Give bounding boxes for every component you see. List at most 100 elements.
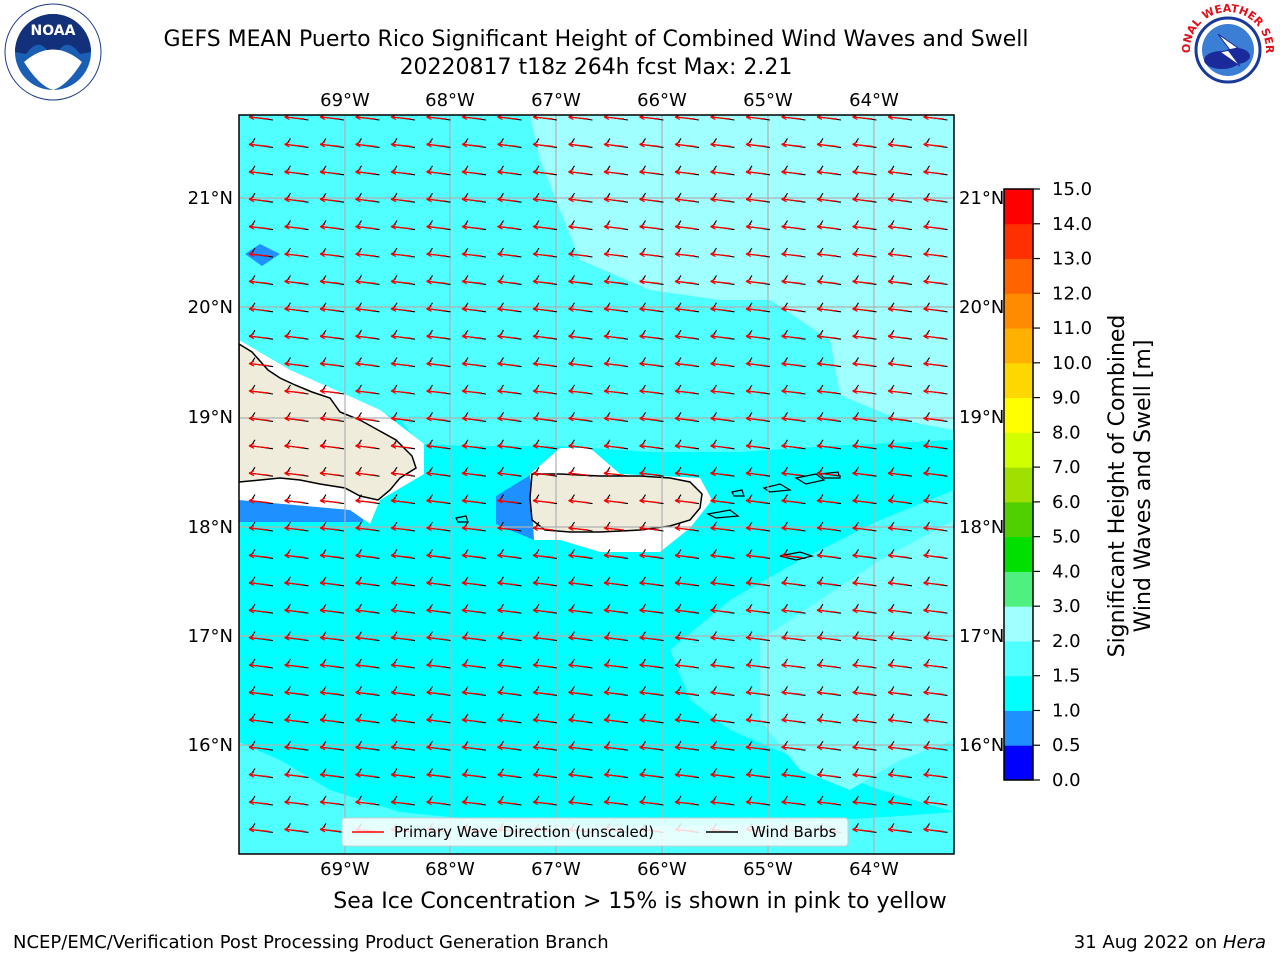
- wave-direction-arrow: [284, 744, 305, 751]
- wave-direction-arrow: [887, 470, 909, 477]
- wave-direction-arrow: [284, 360, 305, 367]
- wave-direction-arrow: [284, 634, 305, 641]
- wave-direction-arrow: [497, 305, 518, 312]
- wave-direction-arrow: [923, 826, 944, 833]
- wave-direction-arrow: [710, 223, 731, 230]
- wave-direction-arrow: [355, 278, 376, 285]
- wave-direction-arrow: [390, 552, 412, 559]
- wave-direction-arrow: [284, 798, 305, 806]
- lon-label: 69°W: [320, 90, 370, 111]
- wave-direction-arrow: [887, 305, 909, 312]
- wave-direction-arrow: [497, 250, 518, 258]
- wave-direction-arrow: [319, 168, 341, 175]
- colorbar-segment: [1004, 640, 1033, 677]
- wave-direction-arrow: [461, 661, 483, 669]
- wave-direction-arrow: [568, 771, 589, 778]
- wave-direction-arrow: [426, 305, 447, 312]
- wave-direction-arrow: [603, 415, 625, 422]
- wave-direction-arrow: [710, 442, 731, 449]
- wave-and-wind-vectors: [248, 115, 948, 833]
- lon-label: 69°W: [320, 859, 370, 880]
- wave-direction-arrow: [426, 798, 447, 806]
- wave-direction-arrow: [781, 250, 802, 258]
- lat-label: 18°N: [959, 517, 1004, 538]
- wave-direction-arrow: [355, 771, 376, 778]
- wave-direction-arrow: [426, 689, 447, 696]
- wave-direction-arrow: [603, 278, 625, 285]
- wave-direction-arrow: [532, 552, 554, 559]
- wave-direction-arrow: [887, 661, 909, 669]
- wave-direction-arrow: [710, 470, 731, 477]
- wave-direction-arrow: [674, 470, 696, 477]
- wave-direction-arrow: [781, 415, 802, 422]
- wave-direction-arrow: [674, 744, 696, 751]
- wave-direction-arrow: [816, 771, 838, 778]
- low-wave-patch: [496, 474, 534, 540]
- wave-direction-arrow: [639, 278, 660, 285]
- wave-direction-arrow: [639, 141, 660, 148]
- wave-direction-arrow: [781, 360, 802, 367]
- wave-direction-arrow: [923, 196, 944, 203]
- colorbar-tick-label: 6.0: [1052, 492, 1081, 513]
- wave-direction-arrow: [248, 716, 270, 723]
- wave-direction-arrow: [497, 470, 518, 477]
- wave-direction-arrow: [426, 333, 447, 340]
- wave-direction-arrow: [568, 305, 589, 312]
- wave-direction-arrow: [319, 661, 341, 669]
- wave-direction-arrow: [639, 524, 660, 532]
- lon-label: 64°W: [849, 90, 899, 111]
- wave-direction-arrow: [852, 579, 873, 586]
- wave-direction-arrow: [852, 826, 873, 833]
- wave-direction-arrow: [781, 524, 802, 532]
- wave-direction-arrow: [852, 305, 873, 312]
- wave-direction-arrow: [816, 141, 838, 148]
- chart-subtitle: 20220817 t18z 264h fcst Max: 2.21: [399, 55, 793, 80]
- wave-direction-arrow: [852, 415, 873, 422]
- wave-direction-arrow: [355, 661, 376, 669]
- wave-direction-arrow: [284, 826, 305, 833]
- wave-direction-arrow: [710, 360, 731, 367]
- wave-direction-arrow: [745, 470, 767, 477]
- wave-direction-arrow: [887, 689, 909, 696]
- wave-direction-arrow: [390, 387, 412, 395]
- wave-direction-arrow: [568, 552, 589, 559]
- wave-direction-arrow: [603, 798, 625, 806]
- wave-direction-arrow: [532, 689, 554, 696]
- wave-direction-arrow: [710, 744, 731, 751]
- wave-direction-arrow: [284, 524, 305, 532]
- wave-direction-arrow: [745, 168, 767, 175]
- wave-direction-arrow: [816, 579, 838, 586]
- wave-direction-arrow: [426, 470, 447, 477]
- hispaniola-land: [239, 343, 417, 501]
- wave-direction-arrow: [284, 387, 305, 395]
- lat-label: 18°N: [188, 517, 233, 538]
- wave-direction-arrow: [674, 333, 696, 340]
- wave-direction-arrow: [319, 716, 341, 723]
- wave-direction-arrow: [639, 387, 660, 395]
- wave-direction-arrow: [852, 168, 873, 175]
- wave-direction-arrow: [639, 689, 660, 696]
- wave-direction-arrow: [426, 196, 447, 203]
- wave-direction-arrow: [887, 634, 909, 641]
- wave-direction-arrow: [497, 607, 518, 614]
- wave-direction-arrow: [248, 579, 270, 586]
- wave-direction-arrow: [390, 716, 412, 723]
- wave-direction-arrow: [816, 250, 838, 258]
- wave-direction-arrow: [603, 250, 625, 258]
- wave-direction-arrow: [923, 360, 944, 367]
- wave-direction-arrow: [710, 634, 731, 641]
- wave-direction-arrow: [887, 524, 909, 532]
- wave-direction-arrow: [461, 223, 483, 230]
- wave-direction-arrow: [532, 333, 554, 340]
- wave-direction-arrow: [745, 798, 767, 806]
- wave-direction-arrow: [923, 771, 944, 778]
- wave-direction-arrow: [852, 387, 873, 395]
- wave-direction-arrow: [284, 689, 305, 696]
- footer-date: 31 Aug 2022 on Hera: [1074, 932, 1266, 953]
- wave-direction-arrow: [852, 250, 873, 258]
- wave-band-high: [530, 115, 954, 430]
- wave-direction-arrow: [781, 607, 802, 614]
- wave-direction-arrow: [816, 744, 838, 751]
- wave-direction-arrow: [923, 798, 944, 806]
- colorbar-segment: [1004, 189, 1033, 225]
